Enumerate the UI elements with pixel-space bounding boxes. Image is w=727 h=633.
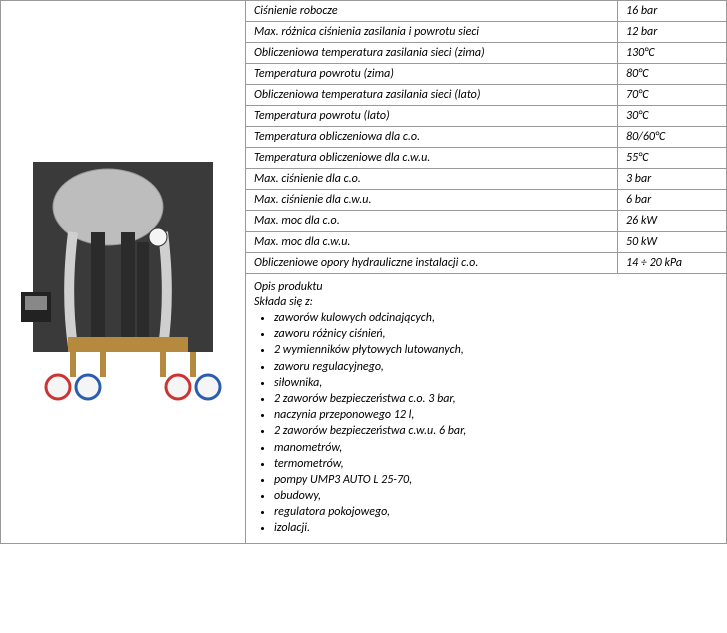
description-item: 2 zaworów bezpieczeństwa c.w.u. 6 bar,	[274, 423, 718, 439]
description-item: zaworu różnicy ciśnień,	[274, 326, 718, 342]
product-image	[13, 122, 233, 422]
spec-label: Obliczeniowa temperatura zasilania sieci…	[246, 43, 618, 63]
spec-value: 80°C	[618, 64, 726, 84]
description-item: obudowy,	[274, 488, 718, 504]
description-item: pompy UMP3 AUTO L 25-70,	[274, 472, 718, 488]
layout-container: Ciśnienie robocze16 barMax. różnica ciśn…	[0, 0, 727, 544]
spec-row: Max. ciśnienie dla c.w.u.6 bar	[246, 190, 726, 211]
spec-row: Temperatura powrotu (zima)80°C	[246, 64, 726, 85]
description-item: izolacji.	[274, 520, 718, 536]
spec-value: 12 bar	[618, 22, 726, 42]
spec-label: Max. ciśnienie dla c.w.u.	[246, 190, 618, 210]
spec-label: Max. ciśnienie dla c.o.	[246, 169, 618, 189]
spec-value: 130°C	[618, 43, 726, 63]
spec-label: Temperatura powrotu (lato)	[246, 106, 618, 126]
spec-row: Max. różnica ciśnienia zasilania i powro…	[246, 22, 726, 43]
description-item: manometrów,	[274, 440, 718, 456]
description-item: termometrów,	[274, 456, 718, 472]
specs-table: Ciśnienie robocze16 barMax. różnica ciśn…	[246, 1, 726, 274]
description-item: regulatora pokojowego,	[274, 504, 718, 520]
spec-value: 70°C	[618, 85, 726, 105]
spec-row: Ciśnienie robocze16 bar	[246, 1, 726, 22]
spec-value: 55°C	[618, 148, 726, 168]
description-title-2: Składa się z:	[254, 295, 718, 309]
spec-label: Obliczeniowe opory hydrauliczne instalac…	[246, 253, 618, 273]
spec-label: Max. moc dla c.w.u.	[246, 232, 618, 252]
spec-row: Temperatura powrotu (lato)30°C	[246, 106, 726, 127]
description-item: siłownika,	[274, 375, 718, 391]
spec-label: Temperatura powrotu (zima)	[246, 64, 618, 84]
spec-row: Max. moc dla c.w.u.50 kW	[246, 232, 726, 253]
spec-value: 6 bar	[618, 190, 726, 210]
spec-value: 26 kW	[618, 211, 726, 231]
description-block: Opis produktu Składa się z: zaworów kulo…	[246, 274, 726, 543]
description-item: naczynia przeponowego 12 l,	[274, 407, 718, 423]
spec-row: Obliczeniowa temperatura zasilania sieci…	[246, 43, 726, 64]
spec-value: 14 ÷ 20 kPa	[618, 253, 726, 273]
spec-row: Max. ciśnienie dla c.o.3 bar	[246, 169, 726, 190]
spec-row: Obliczeniowe opory hydrauliczne instalac…	[246, 253, 726, 274]
spec-row: Temperatura obliczeniowe dla c.w.u.55°C	[246, 148, 726, 169]
content-cell: Ciśnienie robocze16 barMax. różnica ciśn…	[246, 1, 726, 543]
spec-label: Max. moc dla c.o.	[246, 211, 618, 231]
spec-label: Obliczeniowa temperatura zasilania sieci…	[246, 85, 618, 105]
spec-row: Max. moc dla c.o.26 kW	[246, 211, 726, 232]
description-item: 2 zaworów bezpieczeństwa c.o. 3 bar,	[274, 391, 718, 407]
spec-row: Temperatura obliczeniowa dla c.o.80/60°C	[246, 127, 726, 148]
description-list: zaworów kulowych odcinających,zaworu róż…	[254, 310, 718, 537]
spec-label: Temperatura obliczeniowa dla c.o.	[246, 127, 618, 147]
image-cell	[1, 1, 246, 543]
spec-row: Obliczeniowa temperatura zasilania sieci…	[246, 85, 726, 106]
spec-value: 16 bar	[618, 1, 726, 21]
description-item: zaworu regulacyjnego,	[274, 359, 718, 375]
spec-label: Temperatura obliczeniowe dla c.w.u.	[246, 148, 618, 168]
spec-value: 3 bar	[618, 169, 726, 189]
spec-value: 50 kW	[618, 232, 726, 252]
description-item: 2 wymienników płytowych lutowanych,	[274, 342, 718, 358]
spec-label: Ciśnienie robocze	[246, 1, 618, 21]
spec-label: Max. różnica ciśnienia zasilania i powro…	[246, 22, 618, 42]
description-title-1: Opis produktu	[254, 280, 718, 294]
spec-value: 30°C	[618, 106, 726, 126]
spec-value: 80/60°C	[618, 127, 726, 147]
description-item: zaworów kulowych odcinających,	[274, 310, 718, 326]
